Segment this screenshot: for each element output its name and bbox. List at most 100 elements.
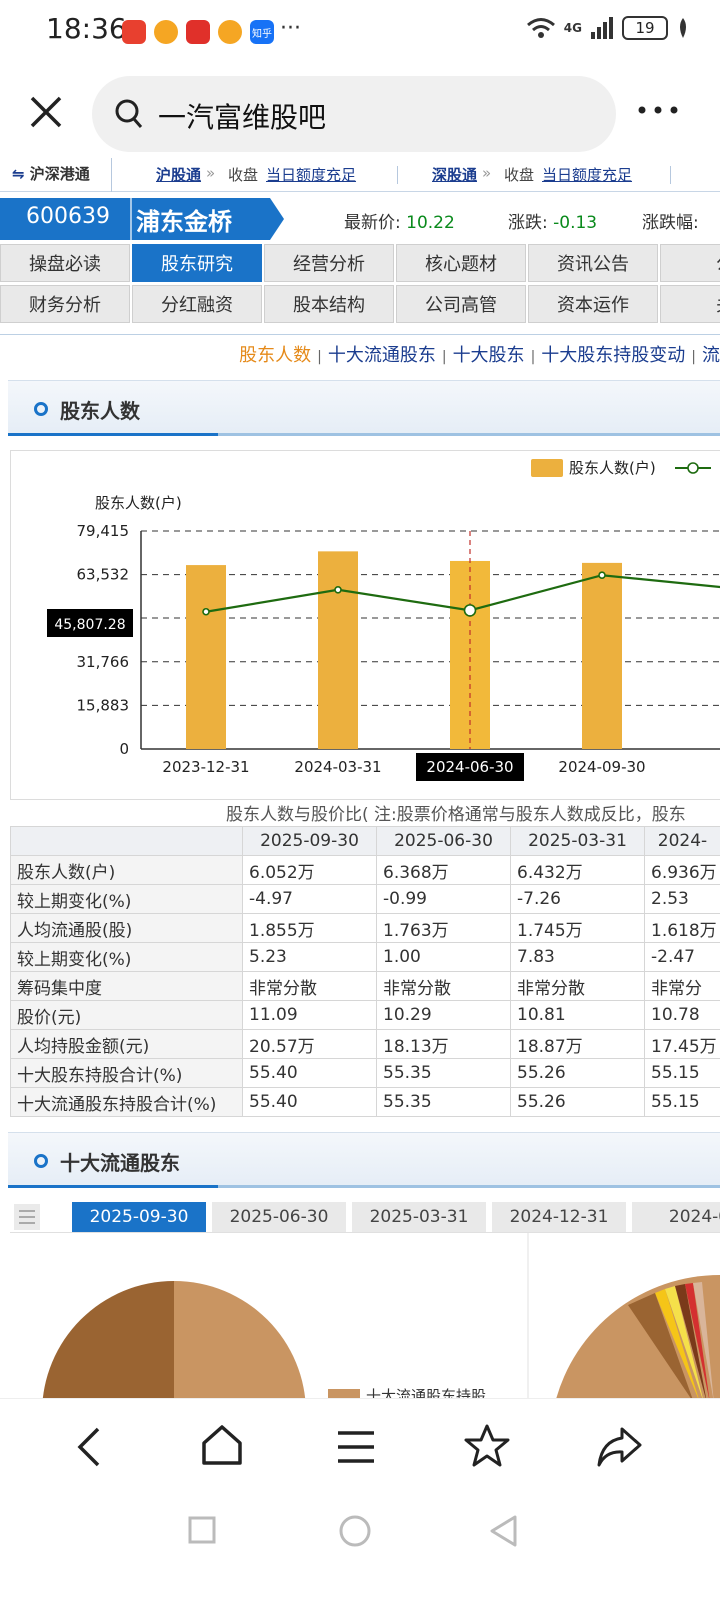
subnav-top10[interactable]: 十大股东 — [452, 345, 525, 366]
share-icon[interactable] — [596, 1425, 642, 1467]
date-tab[interactable]: 2025-09-30 — [72, 1202, 206, 1232]
subnav-top10-float[interactable]: 十大流通股东 — [327, 345, 436, 366]
tab-operations[interactable]: 经营分析 — [264, 244, 394, 282]
search-query: 一汽富维股吧 — [158, 101, 327, 134]
tab-announcements[interactable]: 资讯公告 — [528, 244, 658, 282]
pie-slice-others[interactable] — [42, 1281, 174, 1400]
table-row: 人均流通股(股) 1.855万 1.763万 1.745万 1.618万 — [10, 913, 720, 943]
table-cell: 55.15 — [644, 1087, 720, 1117]
line-point[interactable] — [463, 604, 477, 617]
line-point[interactable] — [202, 607, 210, 616]
tab-company[interactable]: 公 — [660, 244, 720, 282]
table-cell: 6.432万 — [510, 855, 645, 885]
bar[interactable] — [450, 560, 490, 749]
star-icon[interactable] — [464, 1423, 510, 1467]
search-bar[interactable]: 一汽富维股吧 — [92, 76, 616, 152]
subnav-top10-changes[interactable]: 十大股东持股变动 — [541, 345, 686, 366]
pie-slice[interactable] — [693, 1282, 714, 1400]
table-cell: 55.40 — [242, 1087, 377, 1117]
table-cell: 55.26 — [510, 1087, 645, 1117]
table-row: 筹码集中度 非常分散 非常分散 非常分散 非常分 — [10, 971, 720, 1001]
table-cell: 55.15 — [644, 1058, 720, 1088]
table-cell: 1.855万 — [242, 913, 377, 943]
search-icon — [115, 99, 143, 128]
shareholder-chart[interactable]: 股东人数(户) 0 15,883 31,766 63,532 79,415 45,807.2… — [10, 450, 720, 800]
tab-trading-guide[interactable]: 操盘必读 — [0, 244, 130, 282]
section-header-top10-float: 十大流通股东 — [8, 1132, 720, 1188]
y-tick-label: 31,766 — [77, 653, 130, 671]
bar[interactable] — [318, 551, 358, 749]
section-title: 十大流通股东 — [60, 1151, 180, 1175]
line-point[interactable] — [334, 585, 342, 594]
notification-icons: 知乎 — [122, 20, 274, 44]
tab-dividends[interactable]: 分红融资 — [132, 285, 262, 323]
close-icon[interactable] — [26, 92, 66, 132]
tab-executives[interactable]: 公司高管 — [396, 285, 526, 323]
x-tick-label: 2023-12-31 — [162, 758, 249, 776]
bar[interactable] — [186, 565, 226, 749]
table-cell: 7.83 — [510, 942, 645, 972]
subnav-shareholder-count[interactable]: 股东人数 — [239, 345, 312, 366]
table-row: 股东人数(户) 6.052万 6.368万 6.432万 6.936万 — [10, 855, 720, 885]
sz-quota-link[interactable]: 当日额度充足 — [542, 166, 633, 184]
tab-financial-analysis[interactable]: 财务分析 — [0, 285, 130, 323]
pie-slice[interactable] — [655, 1289, 700, 1400]
table-cell: 1.745万 — [510, 913, 645, 943]
more-notifications-icon: ··· — [280, 16, 301, 41]
pie-chart-svg — [42, 1233, 720, 1400]
tab-row-2: 财务分析 分红融资 股本结构 公司高管 资本运作 关 — [0, 285, 720, 325]
table-cell: 6.936万 — [644, 855, 720, 885]
row-label: 股价(元) — [10, 1000, 243, 1030]
bar[interactable] — [582, 562, 622, 749]
x-tick-label: 2024-03-31 — [294, 758, 381, 776]
tab-share-structure[interactable]: 股本结构 — [264, 285, 394, 323]
legend-swatch-bar — [531, 459, 563, 477]
tab-shareholder-research[interactable]: 股东研究 — [132, 244, 262, 282]
subnav-more[interactable]: 流 — [702, 345, 720, 366]
crosshair-value: 45,807.28 — [54, 617, 125, 633]
line-point[interactable] — [598, 571, 606, 580]
recent-apps-icon[interactable] — [188, 1516, 216, 1544]
sh-connect-link[interactable]: 沪股通 — [156, 166, 202, 184]
date-tab[interactable]: 2024-12-31 — [492, 1202, 626, 1232]
brand-label: 沪深港通 — [29, 165, 90, 183]
date-tab[interactable]: 2025-06-30 — [212, 1202, 346, 1232]
row-label: 股东人数(户) — [10, 855, 243, 885]
table-cell: 1.00 — [376, 942, 511, 972]
pie-slice[interactable] — [665, 1286, 704, 1400]
menu-icon[interactable] — [336, 1427, 376, 1467]
divider: | — [317, 349, 322, 365]
table-row: 较上期变化(%) 5.23 1.00 7.83 -2.47 — [10, 942, 720, 972]
tab-related[interactable]: 关 — [660, 285, 720, 323]
tab-core-themes[interactable]: 核心题材 — [396, 244, 526, 282]
table-cell: 10.78 — [644, 1000, 720, 1030]
pie-slice[interactable] — [685, 1283, 710, 1400]
stock-name: 浦东金桥 — [136, 208, 232, 236]
y-axis-label: 股东人数(户) — [95, 494, 182, 512]
table-cell: -0.99 — [376, 884, 511, 914]
pie-slice[interactable] — [675, 1284, 707, 1400]
table-cell: 非常分散 — [376, 971, 511, 1001]
date-tab[interactable]: 2025-03-31 — [352, 1202, 486, 1232]
tab-capital-operations[interactable]: 资本运作 — [528, 285, 658, 323]
date-tab[interactable]: 2024-0 — [632, 1202, 720, 1232]
sz-connect-link[interactable]: 深股通 — [432, 166, 478, 184]
pie-charts: 十大流通股东持股 — [10, 1232, 720, 1400]
back-icon[interactable] — [72, 1425, 108, 1469]
system-back-icon[interactable] — [488, 1514, 518, 1548]
column-header: 2025-09-30 — [242, 826, 377, 856]
x-tick-label: 2024-06-30 — [426, 758, 513, 776]
stock-connect-brand: ⇋ 沪深港通 — [12, 165, 90, 183]
list-view-icon[interactable] — [14, 1204, 40, 1230]
table-cell: 10.29 — [376, 1000, 511, 1030]
system-home-icon[interactable] — [338, 1514, 372, 1548]
more-menu-icon[interactable] — [636, 104, 680, 116]
pie-slice[interactable] — [628, 1293, 694, 1400]
pie-slice-top10[interactable] — [174, 1281, 306, 1400]
table-cell: 20.57万 — [242, 1029, 377, 1059]
home-icon[interactable] — [200, 1423, 244, 1467]
price-value: 10.22 — [406, 213, 455, 233]
table-cell: 6.052万 — [242, 855, 377, 885]
table-row: 股价(元) 11.09 10.29 10.81 10.78 — [10, 1000, 720, 1030]
sh-quota-link[interactable]: 当日额度充足 — [266, 166, 357, 184]
